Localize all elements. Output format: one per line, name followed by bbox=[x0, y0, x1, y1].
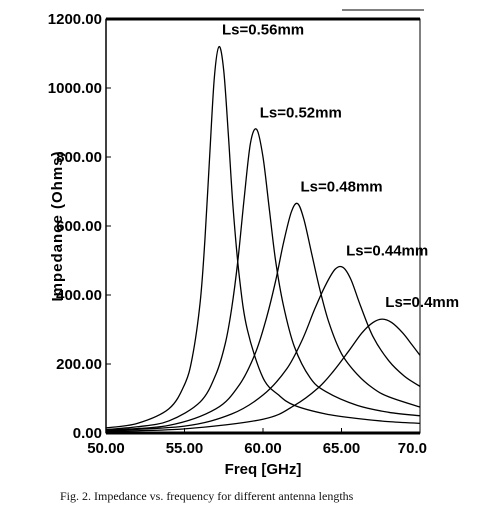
y-tick-label-3: 600.00 bbox=[56, 218, 102, 235]
x-tick-label-0: 50.00 bbox=[87, 440, 125, 457]
y-tick-label-6: 1200.00 bbox=[48, 11, 102, 28]
series-line-4 bbox=[105, 265, 421, 432]
label-layer: Ls=0.56mm Ls=0.52mm Ls=0.48mm Ls=0.44mm Ls=0… bbox=[222, 22, 459, 312]
series-line-5 bbox=[105, 318, 421, 432]
y-tick-label-2: 400.00 bbox=[56, 287, 102, 304]
x-tick-label-1: 55.00 bbox=[166, 440, 204, 457]
y-tick-label-4: 800.00 bbox=[56, 149, 102, 166]
y-tick-label-0: 0.00 bbox=[73, 425, 102, 442]
y-axis-title: Impedance (Ohms) bbox=[49, 150, 66, 301]
tick-layer: 0.00 200.00 400.00 600.00 800.00 1000.00 1200.… bbox=[48, 11, 427, 457]
series-line-2 bbox=[105, 128, 421, 431]
x-axis-title: Freq [GHz] bbox=[225, 461, 302, 478]
series-label-3: Ls=0.48mm bbox=[301, 179, 383, 196]
series-label-5: Ls=0.4mm bbox=[385, 294, 459, 311]
y-tick-label-1: 200.00 bbox=[56, 356, 102, 373]
y-tick-label-5: 1000.00 bbox=[48, 80, 102, 97]
x-tick-label-3: 65.00 bbox=[323, 440, 361, 457]
series-line-1 bbox=[105, 45, 421, 429]
x-tick-label-4: 70.0 bbox=[398, 440, 427, 457]
series-label-4: Ls=0.44mm bbox=[346, 242, 428, 259]
series-line-3 bbox=[105, 202, 421, 431]
series-label-1: Ls=0.56mm bbox=[222, 22, 304, 39]
figure-caption: Fig. 2. Impedance vs. frequency for diff… bbox=[60, 489, 354, 503]
series-layer bbox=[105, 45, 421, 432]
plot-frame bbox=[105, 18, 421, 434]
series-label-2: Ls=0.52mm bbox=[260, 104, 342, 121]
x-tick-label-2: 60.00 bbox=[244, 440, 282, 457]
